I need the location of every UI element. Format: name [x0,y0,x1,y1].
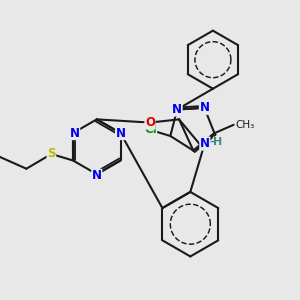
Text: N: N [200,137,210,150]
Text: N: N [70,127,80,140]
Text: -: - [210,137,214,147]
Text: N: N [200,101,209,114]
Text: N: N [116,127,125,140]
Text: S: S [47,148,56,160]
Text: CH₃: CH₃ [235,120,254,130]
Text: O: O [145,116,155,129]
Text: Cl: Cl [144,123,157,136]
Text: H: H [213,137,222,147]
Text: N: N [172,103,182,116]
Text: N: N [92,169,102,182]
